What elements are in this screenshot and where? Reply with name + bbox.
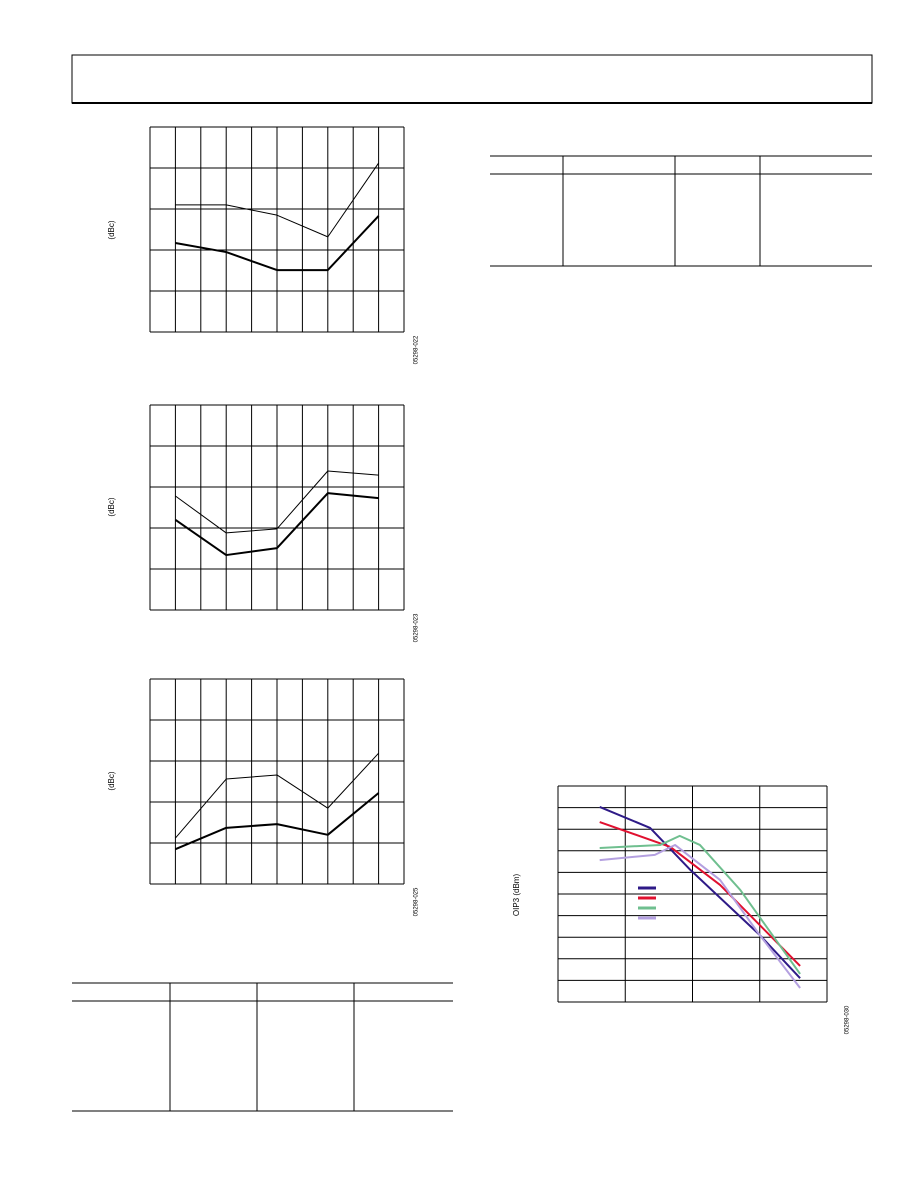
table (72, 982, 453, 1112)
header-box (71, 54, 873, 104)
data-line (175, 752, 379, 839)
y-axis-label: OIP3 (dBm) (512, 874, 521, 917)
data-line (175, 792, 380, 851)
data-line (175, 215, 380, 272)
figure-id: 05298-023 (414, 613, 420, 642)
y-axis-label: (dBc) (107, 771, 116, 790)
y-axis-label: (dBc) (107, 220, 116, 239)
figure-id: 05298-025 (414, 887, 420, 916)
table (490, 155, 872, 267)
data-line (174, 492, 379, 557)
figure-id: 05298-030 (845, 1005, 851, 1034)
y-axis-label: (dBc) (107, 497, 116, 516)
data-line (175, 470, 379, 534)
data-line (599, 834, 801, 975)
figure-id: 05298-022 (414, 335, 420, 364)
data-line (599, 843, 801, 989)
data-line (175, 162, 380, 238)
data-line (599, 806, 801, 979)
data-line (599, 821, 801, 967)
